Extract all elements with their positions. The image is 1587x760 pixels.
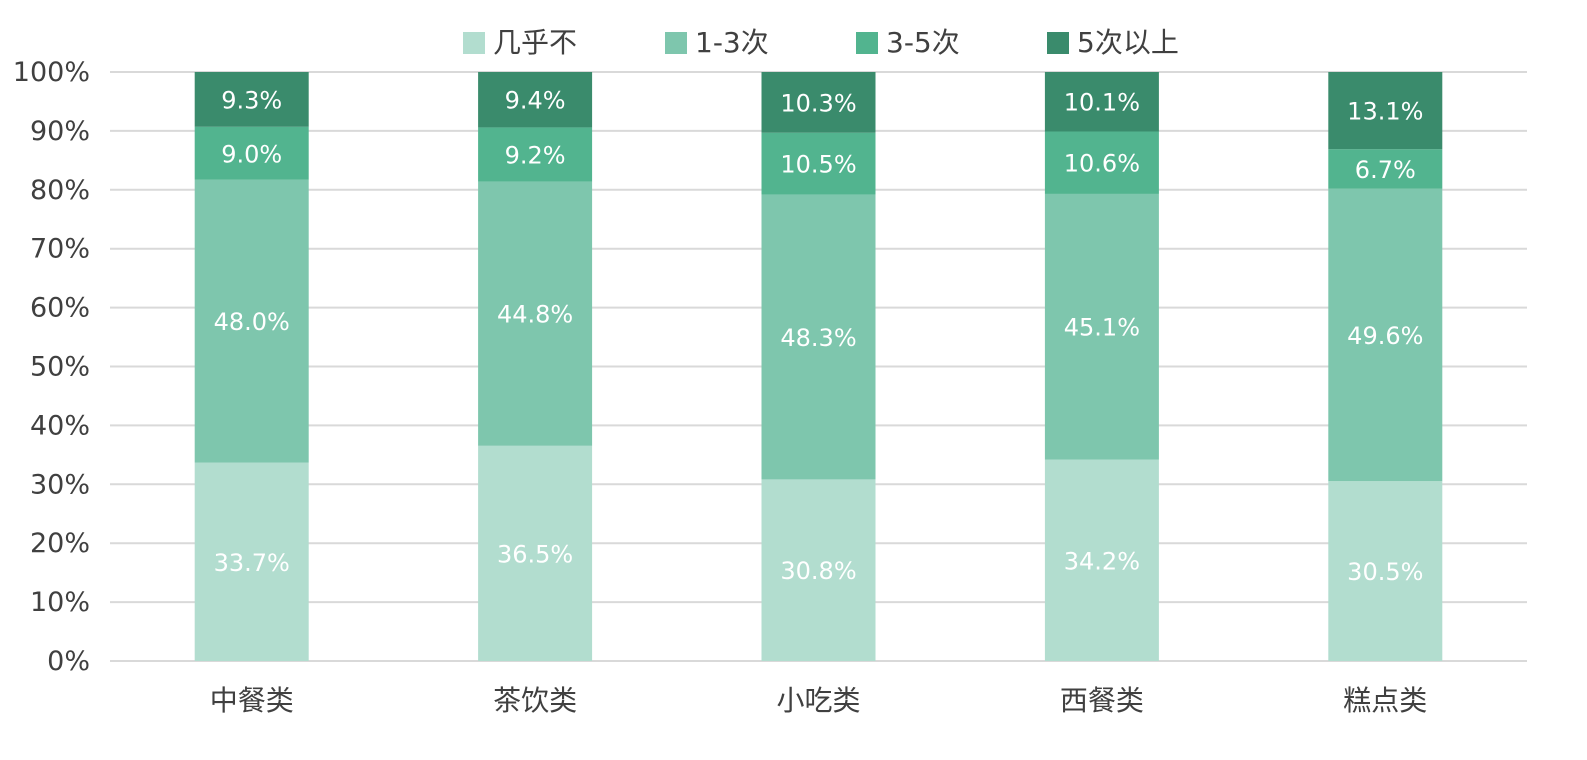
bar-segment bbox=[194, 179, 309, 463]
bar-segment bbox=[1328, 72, 1443, 150]
bar-segment bbox=[1328, 188, 1443, 482]
data-label: 49.6% bbox=[1347, 322, 1423, 350]
bar-segment bbox=[1044, 72, 1159, 132]
bar-segment bbox=[478, 72, 593, 128]
data-label: 10.5% bbox=[780, 151, 856, 179]
legend-label: 3-5次 bbox=[886, 26, 960, 59]
data-label: 36.5% bbox=[497, 540, 573, 568]
y-tick-label: 100% bbox=[13, 57, 90, 88]
y-tick-label: 70% bbox=[30, 234, 90, 265]
y-axis-ticks: 0% 10% 20% 30% 40% 50% 60% 70% 80% 90% 100% bbox=[13, 57, 90, 677]
data-label: 13.1% bbox=[1347, 98, 1423, 126]
bar-segment bbox=[194, 126, 309, 180]
y-tick-label: 40% bbox=[30, 410, 90, 441]
bar-segment bbox=[1044, 193, 1159, 460]
legend-swatch bbox=[856, 32, 878, 54]
bar-segment bbox=[761, 72, 876, 133]
data-label: 48.3% bbox=[780, 324, 856, 352]
bar-segment bbox=[761, 132, 876, 195]
y-tick-label: 10% bbox=[30, 587, 90, 618]
data-label: 10.3% bbox=[780, 89, 856, 117]
bar-segment bbox=[478, 445, 593, 661]
bar-segment bbox=[194, 462, 309, 661]
x-tick-label: 西餐类 bbox=[1060, 684, 1144, 717]
bar-segment bbox=[1328, 481, 1443, 661]
y-tick-label: 0% bbox=[47, 646, 90, 677]
bar-segment bbox=[761, 194, 876, 480]
legend-swatch bbox=[665, 32, 687, 54]
data-label: 9.0% bbox=[221, 140, 282, 168]
data-label: 34.2% bbox=[1064, 547, 1140, 575]
bars bbox=[194, 72, 1443, 661]
data-label: 33.7% bbox=[214, 549, 290, 577]
bar-segment bbox=[1044, 459, 1159, 661]
legend-label: 5次以上 bbox=[1077, 26, 1179, 59]
y-tick-label: 20% bbox=[30, 528, 90, 559]
y-tick-label: 60% bbox=[30, 293, 90, 324]
data-label: 44.8% bbox=[497, 301, 573, 329]
x-tick-label: 小吃类 bbox=[776, 684, 860, 717]
data-label: 9.2% bbox=[505, 142, 566, 170]
legend-label: 1-3次 bbox=[695, 26, 769, 59]
y-tick-label: 50% bbox=[30, 352, 90, 383]
legend: 几乎不 1-3次 3-5次 5次以上 bbox=[463, 26, 1179, 59]
data-label: 45.1% bbox=[1064, 314, 1140, 342]
bar-segment bbox=[1044, 131, 1159, 194]
data-labels: 33.7% 48.0% 9.0% 9.3% 36.5% 44.8% 9.2% 9.4% 30.8… bbox=[214, 86, 1424, 586]
data-label: 9.3% bbox=[221, 86, 282, 114]
bar-segment bbox=[194, 72, 309, 127]
data-label: 48.0% bbox=[214, 308, 290, 336]
legend-swatch bbox=[463, 32, 485, 54]
x-tick-label: 中餐类 bbox=[210, 684, 294, 717]
x-tick-label: 茶饮类 bbox=[493, 684, 577, 717]
y-tick-label: 80% bbox=[30, 175, 90, 206]
data-label: 9.4% bbox=[505, 87, 566, 115]
legend-label: 几乎不 bbox=[493, 26, 577, 59]
data-label: 30.5% bbox=[1347, 558, 1423, 586]
x-tick-label: 糕点类 bbox=[1343, 684, 1427, 717]
y-tick-label: 30% bbox=[30, 469, 90, 500]
bar-segment bbox=[478, 181, 593, 446]
data-label: 6.7% bbox=[1355, 156, 1416, 184]
data-label: 10.1% bbox=[1064, 89, 1140, 117]
legend-swatch bbox=[1047, 32, 1069, 54]
x-axis-ticks: 中餐类 茶饮类 小吃类 西餐类 糕点类 bbox=[210, 684, 1428, 717]
data-label: 30.8% bbox=[780, 557, 856, 585]
data-label: 10.6% bbox=[1064, 150, 1140, 178]
y-tick-label: 90% bbox=[30, 116, 90, 147]
bar-segment bbox=[1328, 149, 1443, 189]
bar-segment bbox=[761, 479, 876, 661]
bar-segment bbox=[478, 127, 593, 182]
